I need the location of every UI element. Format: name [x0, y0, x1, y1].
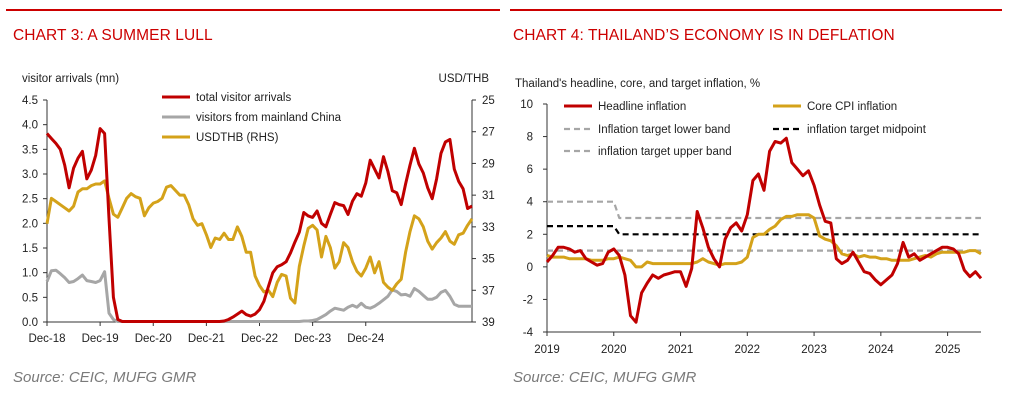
y-tick-label: 0: [527, 262, 533, 274]
y2-axis-label: USD/THB: [439, 73, 490, 85]
legend-item-1-label: Core CPI inflation: [807, 101, 897, 113]
y-tick-label: -2: [523, 294, 533, 306]
legend-item-2-label: Inflation target lower band: [598, 124, 730, 136]
chart-3-plot: visitor arrivals (mn) USD/THB 4.5 4.0 3.5 3.0…: [22, 73, 495, 345]
y2-tick-label: 27: [482, 127, 495, 139]
x-tick-label: Dec-19: [82, 333, 119, 345]
x-tick-label: 2025: [935, 344, 961, 356]
legend-item-2-label: USDTHB (RHS): [196, 132, 279, 144]
x-tick-label: Dec-21: [188, 333, 225, 345]
y-tick-label: 6: [527, 164, 533, 176]
y-tick-label: 0.0: [22, 317, 38, 329]
y-axis-label: visitor arrivals (mn): [22, 73, 119, 85]
title-rule: [6, 9, 500, 11]
y-tick-label: 1.0: [22, 268, 38, 280]
chart-3-source: Source: CEIC, MUFG GMR: [13, 369, 197, 386]
title-rule: [510, 9, 1002, 11]
y-tick-label: 0.5: [22, 292, 38, 304]
series-line-4: [547, 200, 981, 220]
y2-tick-label: 35: [482, 254, 495, 266]
x-tick-label: Dec-18: [28, 333, 65, 345]
x-tick-label: 2020: [601, 344, 627, 356]
chart-4-title: CHART 4: THAILAND’S ECONOMY IS IN DEFLAT…: [513, 27, 895, 44]
chart-4-panel: CHART 4: THAILAND’S ECONOMY IS IN DEFLAT…: [506, 0, 1022, 415]
y-tick-label: 1.5: [22, 243, 38, 255]
series-line-1: [45, 268, 472, 323]
y-tick-label: 2: [527, 229, 533, 241]
x-tick-label: 2023: [801, 344, 827, 356]
series-line-0: [45, 127, 473, 323]
y2-tick-label: 39: [482, 317, 495, 329]
y2-tick-label: 31: [482, 190, 495, 202]
legend-item-0-label: total visitor arrivals: [196, 92, 291, 104]
x-tick-label: 2021: [668, 344, 694, 356]
y-tick-label: 2.5: [22, 194, 38, 206]
x-tick-label: Dec-20: [135, 333, 172, 345]
x-tick-label: Dec-24: [347, 333, 385, 345]
chart-subtitle: Thailand's headline, core, and target in…: [515, 78, 760, 90]
y-tick-label: 8: [527, 132, 533, 144]
y2-tick-label: 29: [482, 158, 495, 170]
x-tick-label: 2019: [534, 344, 560, 356]
y-tick-label: 4: [527, 197, 534, 209]
x-tick-label: Dec-22: [241, 333, 278, 345]
legend-item-0-label: Headline inflation: [598, 101, 686, 113]
y-tick-label: -4: [523, 327, 534, 339]
series-line-0: [545, 136, 983, 324]
chart-3-panel: CHART 3: A SUMMER LULL visitor arrivals …: [0, 0, 506, 415]
x-tick-label: 2024: [868, 344, 894, 356]
x-tick-label: Dec-23: [294, 333, 331, 345]
y-tick-label: 4.0: [22, 120, 38, 132]
x-tick-label: 2022: [735, 344, 761, 356]
chart-4-plot: Thailand's headline, core, and target in…: [515, 78, 983, 356]
chart-3-title: CHART 3: A SUMMER LULL: [13, 27, 213, 44]
y-tick-label: 3.5: [22, 144, 38, 156]
legend-item-1-label: visitors from mainland China: [196, 112, 342, 124]
legend-item-4-label: inflation target upper band: [598, 146, 732, 158]
y2-tick-label: 37: [482, 285, 495, 297]
y2-tick-label: 25: [482, 95, 495, 107]
series-line-1: [546, 213, 982, 269]
legend-item-3-label: inflation target midpoint: [807, 124, 927, 136]
chart-4-source: Source: CEIC, MUFG GMR: [513, 369, 697, 386]
y-tick-label: 2.0: [22, 218, 38, 230]
y2-tick-label: 33: [482, 222, 495, 234]
series-line-2: [45, 179, 474, 305]
y-tick-label: 4.5: [22, 95, 38, 107]
y-tick-label: 3.0: [22, 169, 38, 181]
y-tick-label: 10: [520, 99, 533, 111]
